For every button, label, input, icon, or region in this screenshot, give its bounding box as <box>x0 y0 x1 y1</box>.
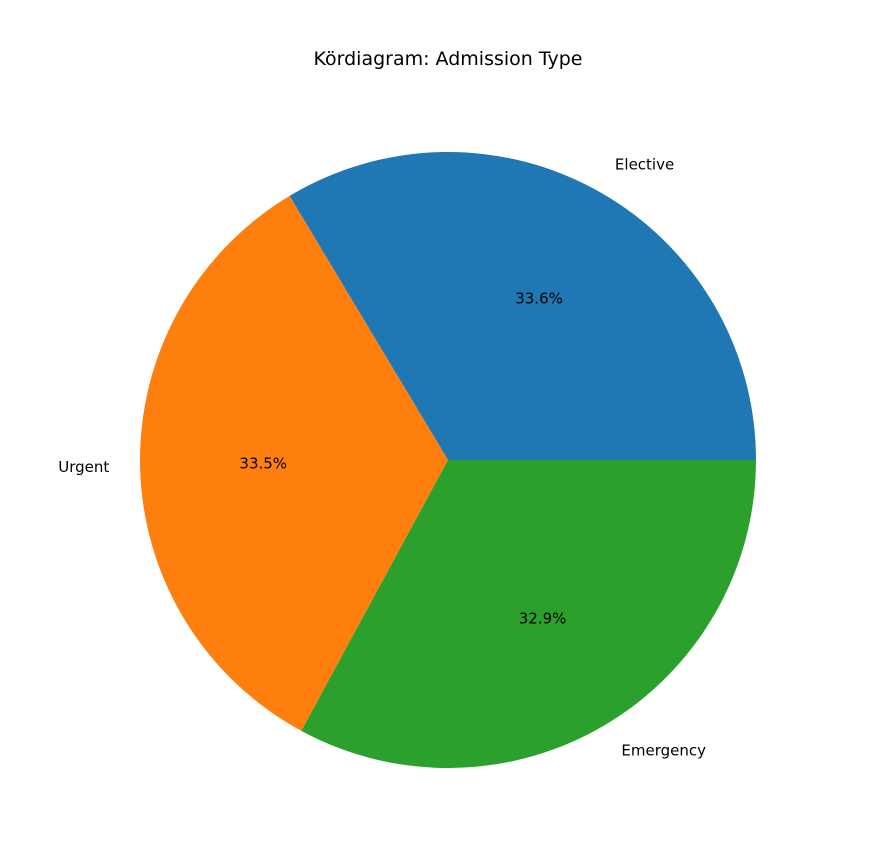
slice-percent-emergency: 32.9% <box>519 609 567 627</box>
pie-labels: Elective 33.6% Urgent 33.5% Emergency 32.9% <box>58 156 706 760</box>
pie-slice-urgent <box>140 195 448 731</box>
pie-slice-emergency <box>301 460 756 768</box>
slice-percent-urgent: 33.5% <box>239 455 287 473</box>
slice-label-urgent: Urgent <box>58 458 109 476</box>
pie-slices <box>140 151 756 768</box>
pie-slice-elective <box>289 151 756 460</box>
slice-label-emergency: Emergency <box>621 742 706 760</box>
slice-label-elective: Elective <box>615 156 674 174</box>
chart-title: Kördiagram: Admission Type <box>314 48 583 70</box>
slice-percent-elective: 33.6% <box>515 290 563 308</box>
